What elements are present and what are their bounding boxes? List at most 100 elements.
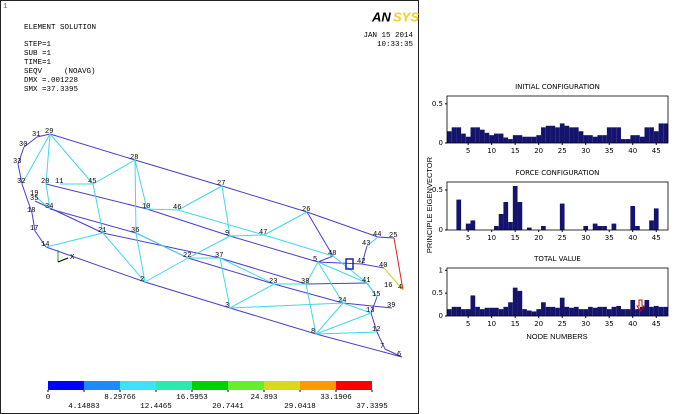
node-label: 39 xyxy=(387,302,395,310)
node-label: 20 xyxy=(41,178,49,186)
bar xyxy=(456,200,461,230)
x-axis-title: NODE NUMBERS xyxy=(526,332,587,341)
plot-header: ELEMENT SOLUTION xyxy=(24,24,96,32)
logo: AN xyxy=(371,9,391,24)
bar xyxy=(654,306,659,316)
bar xyxy=(560,123,565,143)
bar xyxy=(630,300,635,316)
bar xyxy=(555,308,560,316)
bar xyxy=(513,135,518,143)
bar xyxy=(593,308,598,316)
x-tick-label: 20 xyxy=(534,320,543,328)
bar xyxy=(555,127,560,143)
bar xyxy=(508,302,513,316)
bar xyxy=(546,307,551,316)
window-number: 1 xyxy=(3,3,8,11)
bar xyxy=(471,295,476,316)
node-label: 31 xyxy=(32,131,40,139)
bar xyxy=(630,135,635,143)
y-tick-label: 0 xyxy=(439,312,443,320)
x-tick-label: 35 xyxy=(605,320,614,328)
bar xyxy=(466,137,471,143)
x-tick-label: 15 xyxy=(511,147,520,155)
x-tick-label: 45 xyxy=(652,147,661,155)
bar xyxy=(522,309,527,316)
node-label: 33 xyxy=(13,158,21,166)
node-label: 3 xyxy=(225,302,229,310)
colorbar-label: 0 xyxy=(46,394,51,402)
bar xyxy=(447,131,452,143)
node-label: 13 xyxy=(366,307,374,315)
node-label: 4 xyxy=(398,284,402,292)
colorbar-band xyxy=(264,381,300,390)
bar xyxy=(616,127,621,143)
logo-sys: SYS xyxy=(393,9,419,24)
node-label: 37 xyxy=(215,252,223,260)
bar xyxy=(541,127,546,143)
y-tick-label: 0 xyxy=(439,226,443,234)
x-tick-label: 30 xyxy=(581,320,590,328)
x-tick-label: 40 xyxy=(628,234,637,242)
bar xyxy=(635,135,640,143)
bar xyxy=(527,311,532,316)
node-label: 44 xyxy=(373,231,381,239)
colorbar-band xyxy=(192,381,228,390)
x-tick-label: 30 xyxy=(581,234,590,242)
colorbar-label: 29.0418 xyxy=(284,403,316,411)
node-label: 24 xyxy=(338,297,346,305)
bar xyxy=(513,288,518,316)
colorbar-band xyxy=(336,381,372,390)
step: STEP=1 xyxy=(24,41,52,49)
bar xyxy=(471,220,476,230)
bar xyxy=(583,309,588,316)
bar xyxy=(513,186,518,230)
bar xyxy=(644,300,649,316)
y-tick-label: 1 xyxy=(439,266,443,274)
colorbar-label: 16.5953 xyxy=(176,394,208,402)
x-tick-label: 10 xyxy=(487,234,496,242)
x-tick-label: 40 xyxy=(628,320,637,328)
charts: INITIAL CONFIGURATION00.5510152025303540… xyxy=(432,83,668,328)
bar xyxy=(593,137,598,143)
node-label: 41 xyxy=(362,277,370,285)
node-label: 27 xyxy=(217,180,225,188)
colorbar-band xyxy=(48,381,84,390)
bar xyxy=(560,298,565,316)
bar xyxy=(452,307,457,316)
bar xyxy=(597,307,602,316)
x-tick-label: 10 xyxy=(487,320,496,328)
bar xyxy=(597,226,602,230)
x-tick-label: 15 xyxy=(511,234,520,242)
bar xyxy=(565,307,570,316)
colorbar-label: 24.893 xyxy=(250,394,278,402)
node-label: 5 xyxy=(313,256,317,264)
node-label: 12 xyxy=(372,326,380,334)
bar xyxy=(489,308,494,316)
y-tick-label: 0 xyxy=(439,139,443,147)
bar xyxy=(494,134,499,143)
clock: 10:33:35 xyxy=(377,41,414,49)
bar xyxy=(499,214,504,230)
x-tick-label: 35 xyxy=(605,147,614,155)
node-label: 45 xyxy=(88,178,96,186)
colorbar-band xyxy=(300,381,336,390)
x-tick-label: 25 xyxy=(558,320,567,328)
bar xyxy=(649,220,654,230)
bar xyxy=(621,309,626,316)
colorbar-label: 4.14883 xyxy=(68,403,100,411)
screenshot: 1 ELEMENT SOLUTION STEP=1 SUB =1 TIME=1 … xyxy=(0,0,677,414)
bar xyxy=(546,126,551,143)
node-label: 29 xyxy=(45,128,53,136)
smx: SMX =37.3395 xyxy=(24,86,79,94)
node-label: 48 xyxy=(328,250,336,258)
node-label: 6 xyxy=(397,351,401,359)
bar xyxy=(475,307,480,316)
colorbar-label: 20.7441 xyxy=(212,403,244,411)
bar xyxy=(649,307,654,316)
bar xyxy=(602,226,607,230)
colorbar-band xyxy=(120,381,156,390)
x-tick-label: 25 xyxy=(558,234,567,242)
bar xyxy=(574,307,579,316)
bar xyxy=(654,131,659,143)
node-label: 22 xyxy=(183,252,191,260)
